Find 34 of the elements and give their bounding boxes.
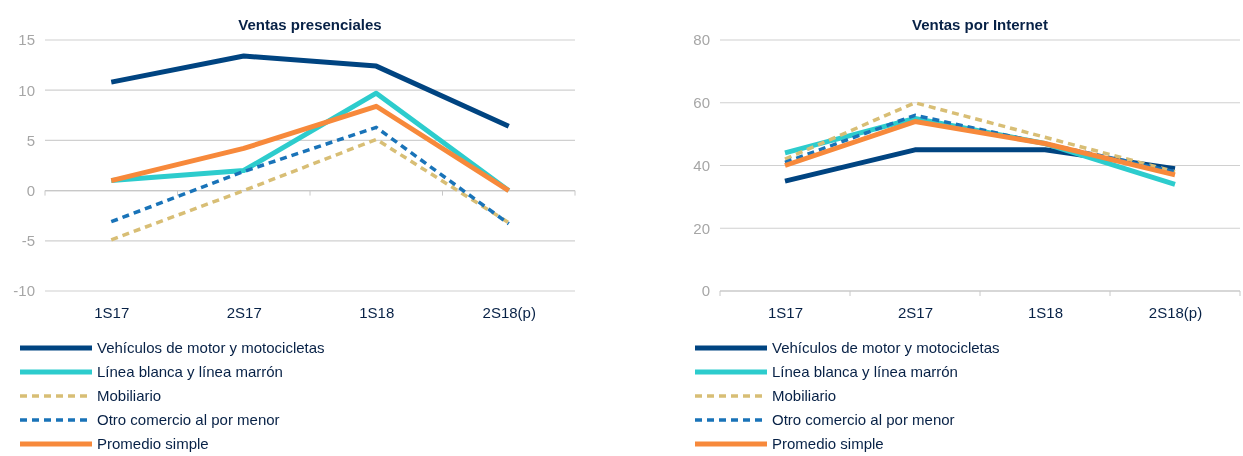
line-series [783, 101, 1177, 174]
x-tick-label: 2S17 [226, 303, 262, 321]
y-tick-label: 60 [693, 94, 710, 112]
x-tick-label: 1S18 [359, 303, 395, 321]
chart-title: Ventas presenciales [238, 16, 382, 33]
legend-label: Mobiliario [97, 387, 162, 404]
y-tick-label: -5 [21, 232, 35, 250]
x-tick-label: 2S18(p) [482, 303, 536, 321]
y-tick-label: 15 [18, 31, 35, 49]
legend-label: Línea blanca y línea marrón [772, 363, 958, 380]
line-series [109, 125, 511, 226]
legend-label: Vehículos de motor y motocicletas [772, 339, 1000, 356]
x-tick-label: 1S18 [1027, 303, 1064, 321]
x-tick-label: 1S17 [767, 303, 804, 321]
y-tick-label: 0 [701, 282, 710, 300]
legend-label: Mobiliario [772, 387, 837, 404]
y-tick-label: 80 [693, 31, 710, 49]
chart-title: Ventas por Internet [912, 16, 1048, 33]
y-tick-label: 5 [26, 131, 35, 149]
legend-label: Vehículos de motor y motocicletas [97, 339, 325, 356]
legend-label: Línea blanca y línea marrón [97, 363, 283, 380]
y-tick-label: 20 [693, 219, 710, 237]
line-series [109, 137, 511, 242]
y-tick-label: 0 [26, 181, 35, 199]
x-tick-label: 2S17 [897, 303, 934, 321]
x-tick-label: 1S17 [94, 303, 130, 321]
legend-label: Promedio simple [97, 435, 209, 452]
y-tick-label: -10 [13, 282, 35, 300]
legend-label: Otro comercio al por menor [97, 411, 280, 428]
y-tick-label: 10 [18, 81, 35, 99]
x-tick-label: 2S18(p) [1148, 303, 1203, 321]
legend-label: Otro comercio al por menor [772, 411, 955, 428]
y-tick-label: 40 [693, 156, 710, 174]
legend-label: Promedio simple [772, 435, 884, 452]
